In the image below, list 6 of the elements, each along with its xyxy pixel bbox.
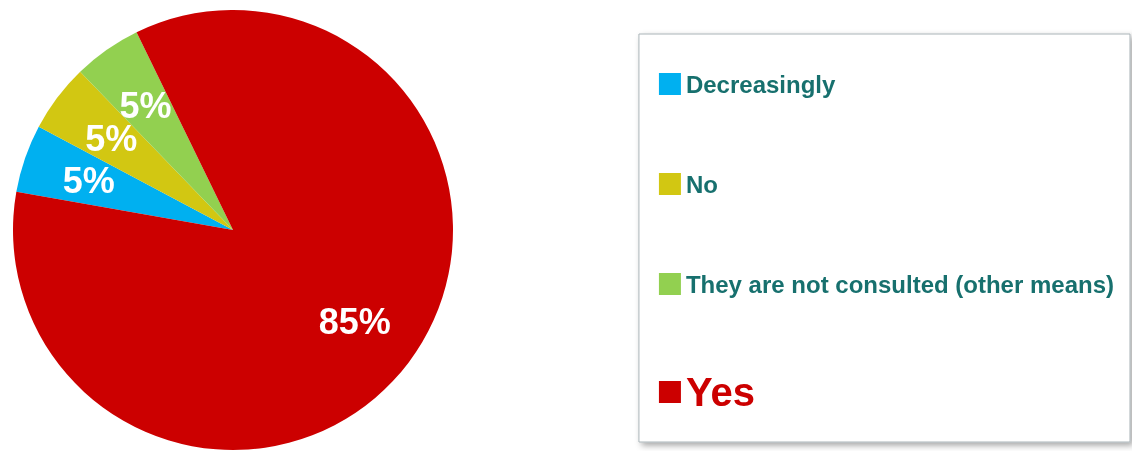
data-label: 5% xyxy=(62,159,115,201)
legend-label: They are not consulted (other means) xyxy=(685,270,1114,298)
legend-label: Yes xyxy=(685,370,755,414)
legend-label: No xyxy=(685,170,718,198)
legend-label: Decreasingly xyxy=(685,70,836,98)
data-label: 85% xyxy=(318,301,391,343)
